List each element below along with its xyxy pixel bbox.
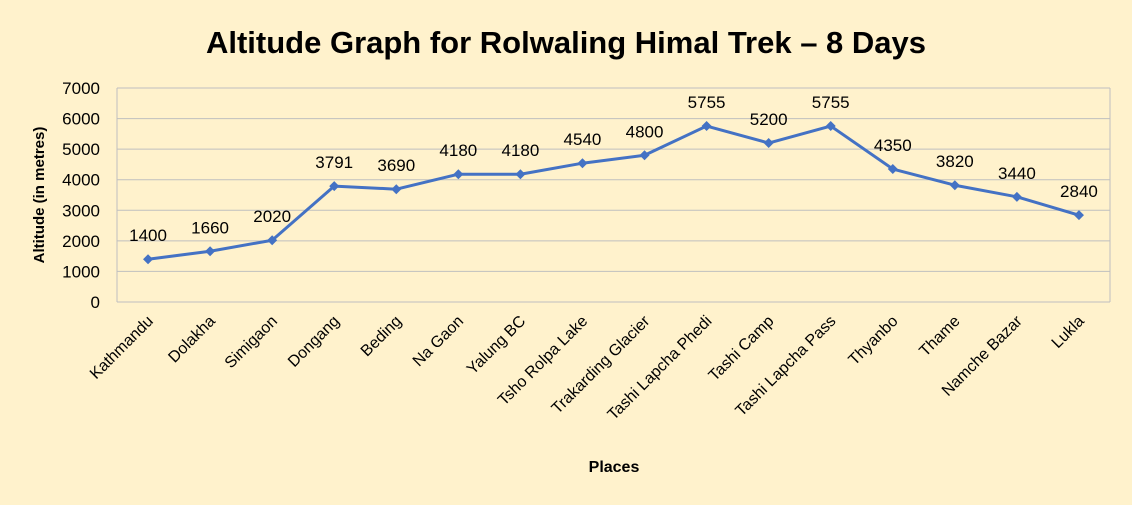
chart-title: Altitude Graph for Rolwaling Himal Trek … (206, 25, 926, 60)
y-tick-label: 6000 (62, 110, 100, 129)
x-tick-label: Na Gaon (410, 313, 467, 370)
series-line (147, 124, 1080, 261)
y-tick-label: 3000 (62, 201, 100, 220)
data-point-marker (1011, 191, 1022, 202)
x-tick-labels: Kathmandu Dolakha Simigaon Dongang Beding Na … (87, 312, 1088, 423)
data-label: 5200 (750, 110, 788, 129)
y-tick-label: 4000 (62, 171, 100, 190)
x-tick-label: Simigaon (222, 313, 281, 372)
x-tick-label: Lukla (1049, 313, 1088, 352)
data-label: 2020 (253, 207, 291, 226)
x-tick-label: Thyanbo (846, 313, 902, 369)
data-point-marker (205, 246, 216, 257)
y-tick-label: 7000 (62, 79, 100, 98)
data-label: 4540 (564, 130, 602, 149)
data-label: 5755 (812, 93, 850, 112)
data-point-marker (329, 181, 340, 192)
data-labels: 1400 1660 2020 3791 3690 4180 4180 4540 4800 5755… (129, 93, 1098, 245)
y-tick-label: 2000 (62, 232, 100, 251)
y-axis-label: Altitude (in metres) (31, 127, 48, 264)
series-altitude (147, 124, 1080, 261)
data-label: 5755 (688, 93, 726, 112)
data-point-marker (453, 169, 464, 180)
data-label: 1400 (129, 226, 167, 245)
data-point-marker (639, 150, 650, 161)
x-tick-label: Beding (358, 313, 405, 360)
data-label: 4180 (439, 141, 477, 160)
data-point-marker (887, 164, 898, 175)
data-point-marker (949, 180, 960, 191)
y-tick-label: 0 (91, 293, 100, 312)
data-label: 4800 (626, 122, 664, 141)
data-point-marker (577, 158, 588, 169)
data-label: 3440 (998, 164, 1036, 183)
data-point-marker (1073, 210, 1084, 221)
data-point-marker (701, 121, 712, 132)
x-axis-label: Places (589, 459, 640, 476)
x-tick-label: Kathmandu (87, 313, 157, 383)
x-tick-label: Dolakha (165, 313, 219, 367)
data-markers (143, 121, 1084, 265)
data-label: 3690 (377, 156, 415, 175)
data-label: 1660 (191, 218, 229, 237)
data-label: 4350 (874, 136, 912, 155)
x-tick-label: Tashi Lapcha Phedi (605, 313, 716, 424)
data-point-marker (391, 184, 402, 195)
data-label: 2840 (1060, 182, 1098, 201)
data-point-marker (143, 254, 154, 265)
x-tick-label: Yalung BC (464, 313, 529, 378)
data-point-marker (267, 235, 278, 246)
data-point-marker (763, 138, 774, 149)
data-point-marker (515, 169, 526, 180)
data-point-marker (825, 121, 836, 132)
y-tick-label: 1000 (62, 262, 100, 281)
grid-lines (116, 87, 1111, 303)
data-label: 3820 (936, 152, 974, 171)
x-tick-label: Dongang (285, 313, 343, 371)
x-tick-label: Thame (916, 313, 963, 360)
data-label: 4180 (501, 141, 539, 160)
y-tick-label: 5000 (62, 140, 100, 159)
y-tick-labels: 0 1000 2000 3000 4000 5000 6000 7000 (62, 79, 100, 312)
data-label: 3791 (315, 153, 353, 172)
